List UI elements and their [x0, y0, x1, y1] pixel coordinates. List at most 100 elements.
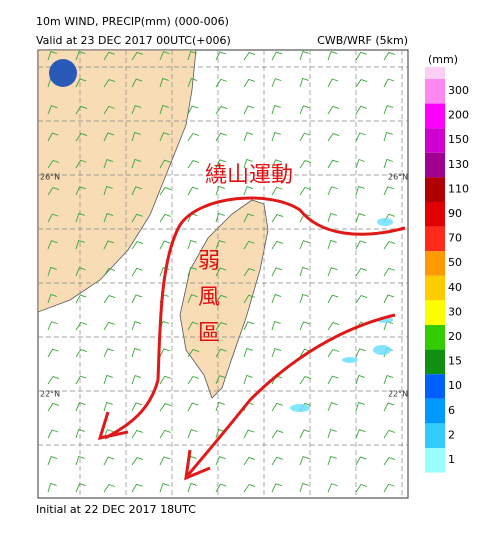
barb	[47, 293, 57, 304]
barb	[327, 105, 340, 115]
barb	[187, 239, 197, 250]
title: 10m WIND, PRECIP(mm) (000-006)	[36, 15, 229, 28]
barb	[103, 483, 116, 493]
colorbar-swatch	[425, 448, 445, 473]
model: CWB/WRF (5km)	[317, 34, 408, 47]
barb	[159, 429, 171, 439]
barb	[131, 131, 141, 142]
barb	[131, 429, 143, 439]
barb	[75, 483, 86, 493]
barb	[383, 105, 394, 115]
barb	[75, 133, 88, 142]
barb	[215, 267, 227, 277]
barb	[131, 320, 142, 331]
barb	[47, 213, 59, 223]
taiwan	[179, 199, 269, 399]
barb	[383, 457, 396, 466]
barb	[215, 294, 228, 304]
barb	[383, 294, 395, 304]
barb	[187, 349, 200, 358]
barb	[299, 240, 310, 250]
colorbar-label: 200	[448, 109, 469, 122]
barb	[103, 212, 114, 223]
colorbar-swatch	[425, 226, 445, 252]
colorbar-label: 1	[448, 453, 455, 466]
barb	[243, 484, 256, 493]
barb	[103, 295, 116, 304]
barb	[355, 401, 365, 412]
barb	[271, 131, 281, 142]
barb	[75, 428, 85, 439]
barb	[103, 79, 116, 88]
barb	[355, 267, 368, 277]
barb	[47, 159, 60, 169]
barb	[271, 159, 282, 169]
barb	[131, 51, 144, 61]
barb	[355, 185, 365, 196]
barb	[75, 402, 86, 412]
barb	[47, 348, 59, 358]
footer: Initial at 22 DEC 2017 18UTC	[36, 503, 196, 516]
barb	[243, 240, 255, 250]
barb	[355, 429, 366, 439]
lat-label: 26°N	[388, 173, 408, 182]
colorbar-swatch	[425, 152, 445, 178]
barb	[47, 321, 58, 331]
barb	[215, 51, 227, 61]
barb	[159, 348, 170, 358]
barb	[327, 78, 339, 88]
barb	[215, 375, 226, 385]
barb	[355, 79, 368, 88]
barb	[47, 266, 57, 277]
barb	[131, 105, 142, 115]
barb	[243, 131, 254, 142]
barb	[271, 293, 282, 304]
barb	[243, 105, 255, 115]
barb	[103, 105, 115, 115]
barb	[75, 159, 87, 169]
barb	[159, 456, 171, 466]
barb	[75, 105, 88, 115]
barb	[131, 347, 141, 358]
barb	[75, 186, 86, 196]
barb	[327, 348, 340, 358]
barb	[47, 186, 60, 196]
colorbar-label: 6	[448, 404, 455, 417]
barb	[271, 51, 283, 61]
weak-label: 弱	[198, 249, 220, 274]
barb	[243, 456, 256, 466]
barb	[271, 186, 283, 196]
barb	[159, 240, 171, 250]
barb	[131, 402, 143, 412]
barb	[243, 52, 256, 61]
barb	[75, 239, 85, 250]
barb	[271, 104, 281, 115]
barb	[383, 78, 395, 88]
barb	[355, 105, 367, 115]
barb	[215, 240, 226, 250]
barb	[103, 429, 114, 439]
barb	[327, 267, 338, 277]
colorbar-swatch	[425, 325, 445, 350]
colorbar-swatch	[425, 275, 445, 301]
barb	[327, 133, 340, 142]
weak-label: 風	[198, 285, 220, 310]
barb	[299, 321, 310, 331]
mainland	[38, 50, 197, 313]
barb	[243, 294, 255, 304]
arrows	[97, 196, 406, 481]
barb	[355, 483, 368, 493]
barb	[187, 402, 199, 412]
colorbar-label: 90	[448, 207, 462, 220]
colorbar-label: 130	[448, 158, 469, 171]
barb	[131, 267, 143, 277]
barb	[271, 402, 283, 412]
barb	[215, 483, 227, 493]
barb	[355, 158, 366, 169]
barb	[327, 159, 339, 169]
colorbar-swatch	[425, 251, 445, 276]
barb	[299, 50, 309, 61]
barb	[159, 375, 171, 385]
barb	[271, 78, 282, 88]
